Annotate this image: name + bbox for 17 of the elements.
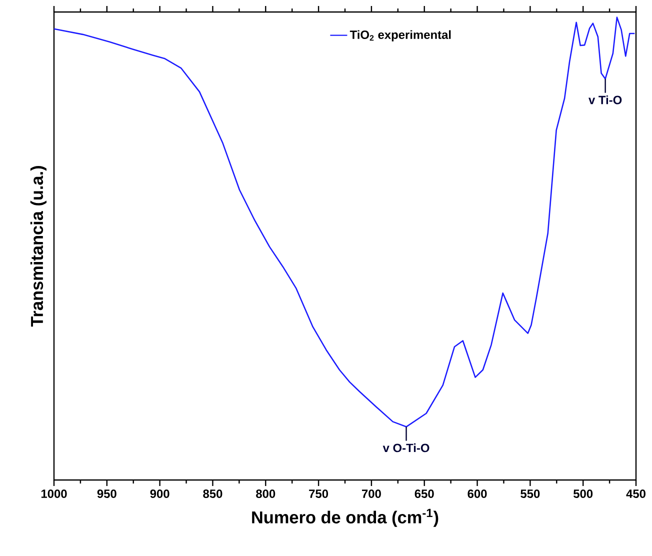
annotation: v O-Ti-O	[382, 443, 430, 452]
x-tick-label: 550	[520, 490, 540, 498]
x-tick-label: 850	[203, 490, 222, 498]
y-axis-title: Transmitancia (u.a.)	[30, 166, 46, 327]
annotation: v Ti-O	[588, 95, 622, 104]
x-tick-label: 950	[97, 490, 116, 498]
x-tick-label: 700	[362, 490, 381, 498]
x-axis-title: Numero de onda (cm$^{-1}$)	[252, 508, 438, 527]
x-tick-label: 450	[626, 490, 646, 498]
x-tick-label: 500	[573, 490, 593, 498]
x-tick-label: 750	[309, 490, 328, 498]
x-tick-label: 1000	[41, 490, 67, 498]
x-tick-label: 800	[256, 490, 276, 498]
x-tick-label: 600	[468, 490, 487, 498]
x-tick-label: 900	[150, 490, 170, 498]
legend-label: TiO$_{2}$ experimental	[350, 30, 451, 42]
x-tick-label: 650	[414, 490, 434, 498]
